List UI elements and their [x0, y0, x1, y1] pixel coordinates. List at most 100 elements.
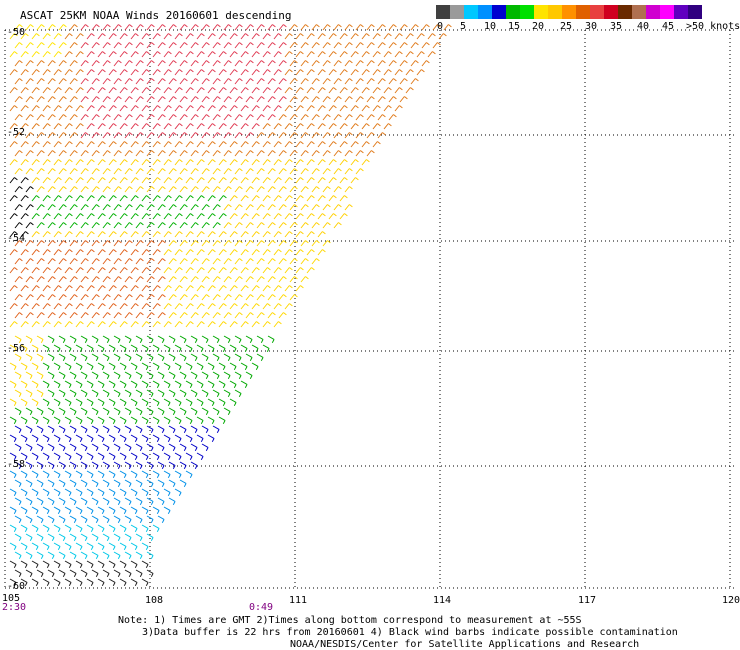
wind-barb [201, 294, 210, 301]
wind-barb [174, 231, 183, 238]
wind-barb [152, 470, 160, 479]
wind-barb [113, 461, 121, 470]
wind-barb [86, 123, 95, 130]
wind-barb [234, 389, 242, 398]
wind-barb [119, 285, 128, 292]
wind-barb [245, 150, 254, 157]
lon-label: 111 [289, 595, 308, 606]
wind-barb [157, 389, 165, 398]
wind-barb [273, 267, 282, 274]
wind-barb [207, 213, 216, 220]
wind-barb [251, 362, 259, 371]
wind-barb [64, 542, 72, 551]
wind-barb [14, 312, 23, 319]
wind-barb [157, 60, 166, 67]
wind-barb [64, 159, 73, 166]
wind-barb [97, 362, 105, 371]
wind-barb [124, 497, 132, 506]
wind-barb [80, 312, 89, 319]
wind-barb [157, 150, 166, 157]
wind-barb [113, 425, 121, 434]
wind-barb [366, 132, 375, 139]
wind-barb [9, 506, 17, 515]
wind-barb [168, 425, 176, 434]
wind-barb [20, 213, 29, 220]
wind-barb [218, 321, 227, 328]
wind-barb [207, 344, 215, 353]
wind-barb [251, 344, 259, 353]
wind-barb [31, 213, 40, 220]
wind-barb [157, 258, 166, 265]
wind-barb [163, 33, 172, 40]
wind-barb [42, 249, 51, 256]
wind-barb [306, 159, 315, 166]
wind-barb [69, 24, 78, 31]
wind-barb [218, 195, 227, 202]
wind-barb [86, 195, 95, 202]
wind-barb [75, 488, 83, 497]
wind-barb [278, 240, 287, 247]
wind-barb [102, 114, 111, 121]
wind-barb [196, 434, 204, 443]
wind-barb [267, 294, 276, 301]
wind-barb [146, 204, 155, 211]
wind-barb [9, 123, 18, 130]
wind-barb [141, 380, 149, 389]
wind-barb [289, 294, 298, 301]
wind-barb [300, 42, 309, 49]
wind-barb [377, 24, 386, 31]
wind-barb [273, 195, 282, 202]
wind-barb [163, 87, 172, 94]
wind-barb [267, 42, 276, 49]
wind-barb [388, 114, 397, 121]
lon-label: 114 [433, 595, 452, 606]
wind-barb [86, 303, 95, 310]
wind-barb [350, 159, 359, 166]
wind-barb [234, 168, 243, 175]
wind-barb [97, 267, 106, 274]
wind-barb [141, 123, 150, 130]
wind-barb [251, 123, 260, 130]
wind-barb [64, 33, 73, 40]
wind-barb [113, 168, 122, 175]
wind-barb [207, 249, 216, 256]
wind-barb [251, 249, 260, 256]
wind-barb [80, 353, 88, 362]
wind-barb [135, 443, 143, 452]
wind-barb [317, 69, 326, 76]
color-scale-label: 40 [637, 21, 650, 32]
wind-barb [278, 276, 287, 283]
wind-barb [102, 425, 110, 434]
wind-barb [168, 312, 177, 319]
wind-barb [207, 141, 216, 148]
wind-barb [262, 344, 270, 353]
wind-barb [256, 258, 265, 265]
note-line-1: Note: 1) Times are GMT 2)Times along bot… [118, 615, 582, 626]
wind-barb [262, 321, 271, 328]
wind-barb [229, 87, 238, 94]
wind-barb [256, 24, 265, 31]
wind-barb [69, 353, 77, 362]
wind-barb [80, 114, 89, 121]
wind-barb [185, 303, 194, 310]
wind-barb [108, 560, 116, 569]
wind-barb [196, 380, 204, 389]
wind-barb [284, 213, 293, 220]
wind-barb [190, 186, 199, 193]
wind-barb [102, 240, 111, 247]
wind-barb [245, 60, 254, 67]
wind-barb [256, 222, 265, 229]
wind-barb [185, 321, 194, 328]
wind-barb [289, 240, 298, 247]
wind-barb [80, 60, 89, 67]
wind-barb [311, 240, 320, 247]
wind-barb [135, 24, 144, 31]
wind-barb [130, 51, 139, 58]
wind-barb [251, 33, 260, 40]
wind-barb [20, 141, 29, 148]
wind-barb [278, 132, 287, 139]
wind-barb [47, 186, 56, 193]
wind-barb [174, 321, 183, 328]
lat-label: -56 [7, 343, 26, 354]
wind-barb [240, 123, 249, 130]
